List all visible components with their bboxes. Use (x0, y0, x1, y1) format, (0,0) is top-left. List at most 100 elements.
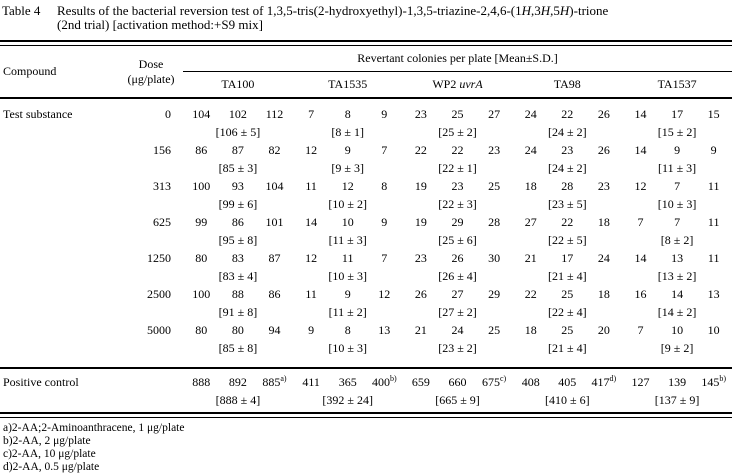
mean-sd: [106 ± 5] (215, 125, 261, 139)
compound-cell (0, 177, 119, 213)
plate-values: 22 25 18 (512, 285, 622, 303)
plate-count: 9 (381, 215, 388, 229)
plate-count: 28 (561, 179, 574, 193)
text-segment: ,5 (550, 3, 560, 18)
plate-count: 9 (308, 323, 315, 337)
text-segment: H (540, 3, 551, 18)
plate-count: 13 (671, 251, 684, 265)
plate-count: 17 (561, 251, 574, 265)
plate-count: 7 (637, 215, 644, 229)
plate-count: 888 (192, 375, 211, 389)
plate-values: 11 9 12 (293, 285, 403, 303)
plate-values: 411 365 400b) (293, 373, 403, 391)
mean-sd: [85 ± 8] (218, 341, 258, 355)
plate-count: 24 (451, 323, 464, 337)
plate-count: 660 (448, 375, 467, 389)
plate-count: 80 (195, 323, 208, 337)
plate-count: 417d) (591, 374, 617, 390)
plate-count: 23 (597, 179, 610, 193)
plate-count: 86 (268, 287, 281, 301)
plate-count: 411 (302, 375, 320, 389)
strain-cell: 12 7 11 [10 ± 3] (622, 177, 732, 213)
table-row: 1250 80 83 87 [83 ± 4] 12 11 7 [10 ± 3] 23 26 30 [26… (0, 249, 732, 285)
plate-count: 19 (414, 215, 427, 229)
plate-count: 29 (488, 287, 501, 301)
dose-column-header: Dose (μg/plate) (119, 46, 183, 97)
strain-cell: 80 83 87 [83 ± 4] (183, 249, 293, 285)
strain-column-header: WP2 uvrA (403, 77, 513, 92)
text-segment: TA1535 (328, 77, 368, 91)
plate-count: 13 (707, 287, 720, 301)
plate-count: 26 (597, 107, 610, 121)
section-gap (0, 357, 732, 367)
plate-count: 99 (195, 215, 208, 229)
plate-count: 21 (524, 251, 537, 265)
plate-values: 9 8 13 (293, 321, 403, 339)
text-segment: TA1537 (657, 77, 697, 91)
plate-count: 145b) (701, 374, 726, 390)
plate-count: 82 (268, 143, 281, 157)
strain-cell: 19 29 28 [25 ± 6] (403, 213, 513, 249)
plate-count: 675c) (481, 374, 507, 390)
text-segment: H (521, 3, 532, 18)
plate-count: 24 (597, 251, 610, 265)
plate-count: 101 (265, 215, 284, 229)
plate-count: 10 (341, 215, 354, 229)
footnote-marker: d) (609, 374, 617, 383)
plate-count: 408 (521, 375, 540, 389)
plate-count: 11 (305, 287, 317, 301)
table-body: Test substance 0 104 102 112 [106 ± 5] 7 8 9 [8 ±… (0, 99, 732, 357)
mean-sd: [21 ± 4] (548, 341, 587, 355)
plate-count: 11 (707, 215, 720, 229)
mean-sd: [410 ± 6] (545, 393, 590, 407)
plate-values: 100 88 86 (183, 285, 293, 303)
plate-values: 26 27 29 (403, 285, 513, 303)
plate-count: 10 (671, 323, 684, 337)
plate-values: 12 9 7 (293, 141, 403, 159)
table-row: 625 99 86 101 [95 ± 8] 14 10 9 [11 ± 3] 19 29 28 [25… (0, 213, 732, 249)
compound-cell (0, 249, 119, 285)
mean-sd: [95 ± 8] (218, 233, 258, 247)
top-double-rule (0, 40, 732, 46)
plate-count: 24 (524, 143, 537, 157)
plate-count: 18 (524, 323, 537, 337)
strain-cell: 80 80 94 [85 ± 8] (183, 321, 293, 357)
mean-sd: [26 ± 4] (438, 269, 477, 283)
plate-count: 23 (414, 251, 427, 265)
plate-count: 112 (265, 107, 284, 121)
plate-count: 9 (381, 107, 388, 121)
plate-values: 7 10 10 (622, 321, 732, 339)
plate-count: 9 (344, 287, 351, 301)
plate-count: 20 (597, 323, 610, 337)
plate-count: 86 (231, 215, 244, 229)
plate-count: 94 (268, 323, 281, 337)
plate-values: 7 7 11 (622, 213, 732, 231)
plate-count: 7 (381, 143, 388, 157)
mean-sd: [8 ± 1] (331, 125, 364, 139)
mean-sd: [27 ± 2] (438, 305, 477, 319)
compound-cell: Test substance (3, 107, 73, 121)
mean-sd: [85 ± 3] (218, 161, 258, 175)
plate-values: 14 17 15 (622, 105, 732, 123)
plate-count: 26 (451, 251, 464, 265)
footnote-marker: b) (389, 374, 397, 383)
footnote: c)2-AA, 10 μg/plate (3, 448, 96, 460)
plate-count: 23 (561, 143, 574, 157)
table-header: Compound Dose (μg/plate) Revertant colon… (0, 46, 732, 97)
mean-sd: [83 ± 4] (218, 269, 258, 283)
plate-count: 22 (524, 287, 537, 301)
mean-sd: [10 ± 2] (328, 197, 367, 211)
plate-count: 9 (710, 143, 717, 157)
table-row: 156 86 87 82 [85 ± 3] 12 9 7 [9 ± 3] 22 22 23 [22 ± … (0, 141, 732, 177)
dose-header-line1: Dose (138, 56, 164, 71)
plate-count: 27 (524, 215, 537, 229)
dose-cell: 2500 (147, 287, 171, 301)
plate-count: 22 (451, 143, 464, 157)
plate-count: 12 (305, 251, 318, 265)
plate-count: 104 (192, 107, 211, 121)
mean-sd: [14 ± 2] (657, 305, 697, 319)
plate-values: 19 29 28 (403, 213, 513, 231)
plate-values: 12 11 7 (293, 249, 403, 267)
plate-count: 885a) (262, 374, 287, 390)
plate-count: 21 (414, 323, 427, 337)
